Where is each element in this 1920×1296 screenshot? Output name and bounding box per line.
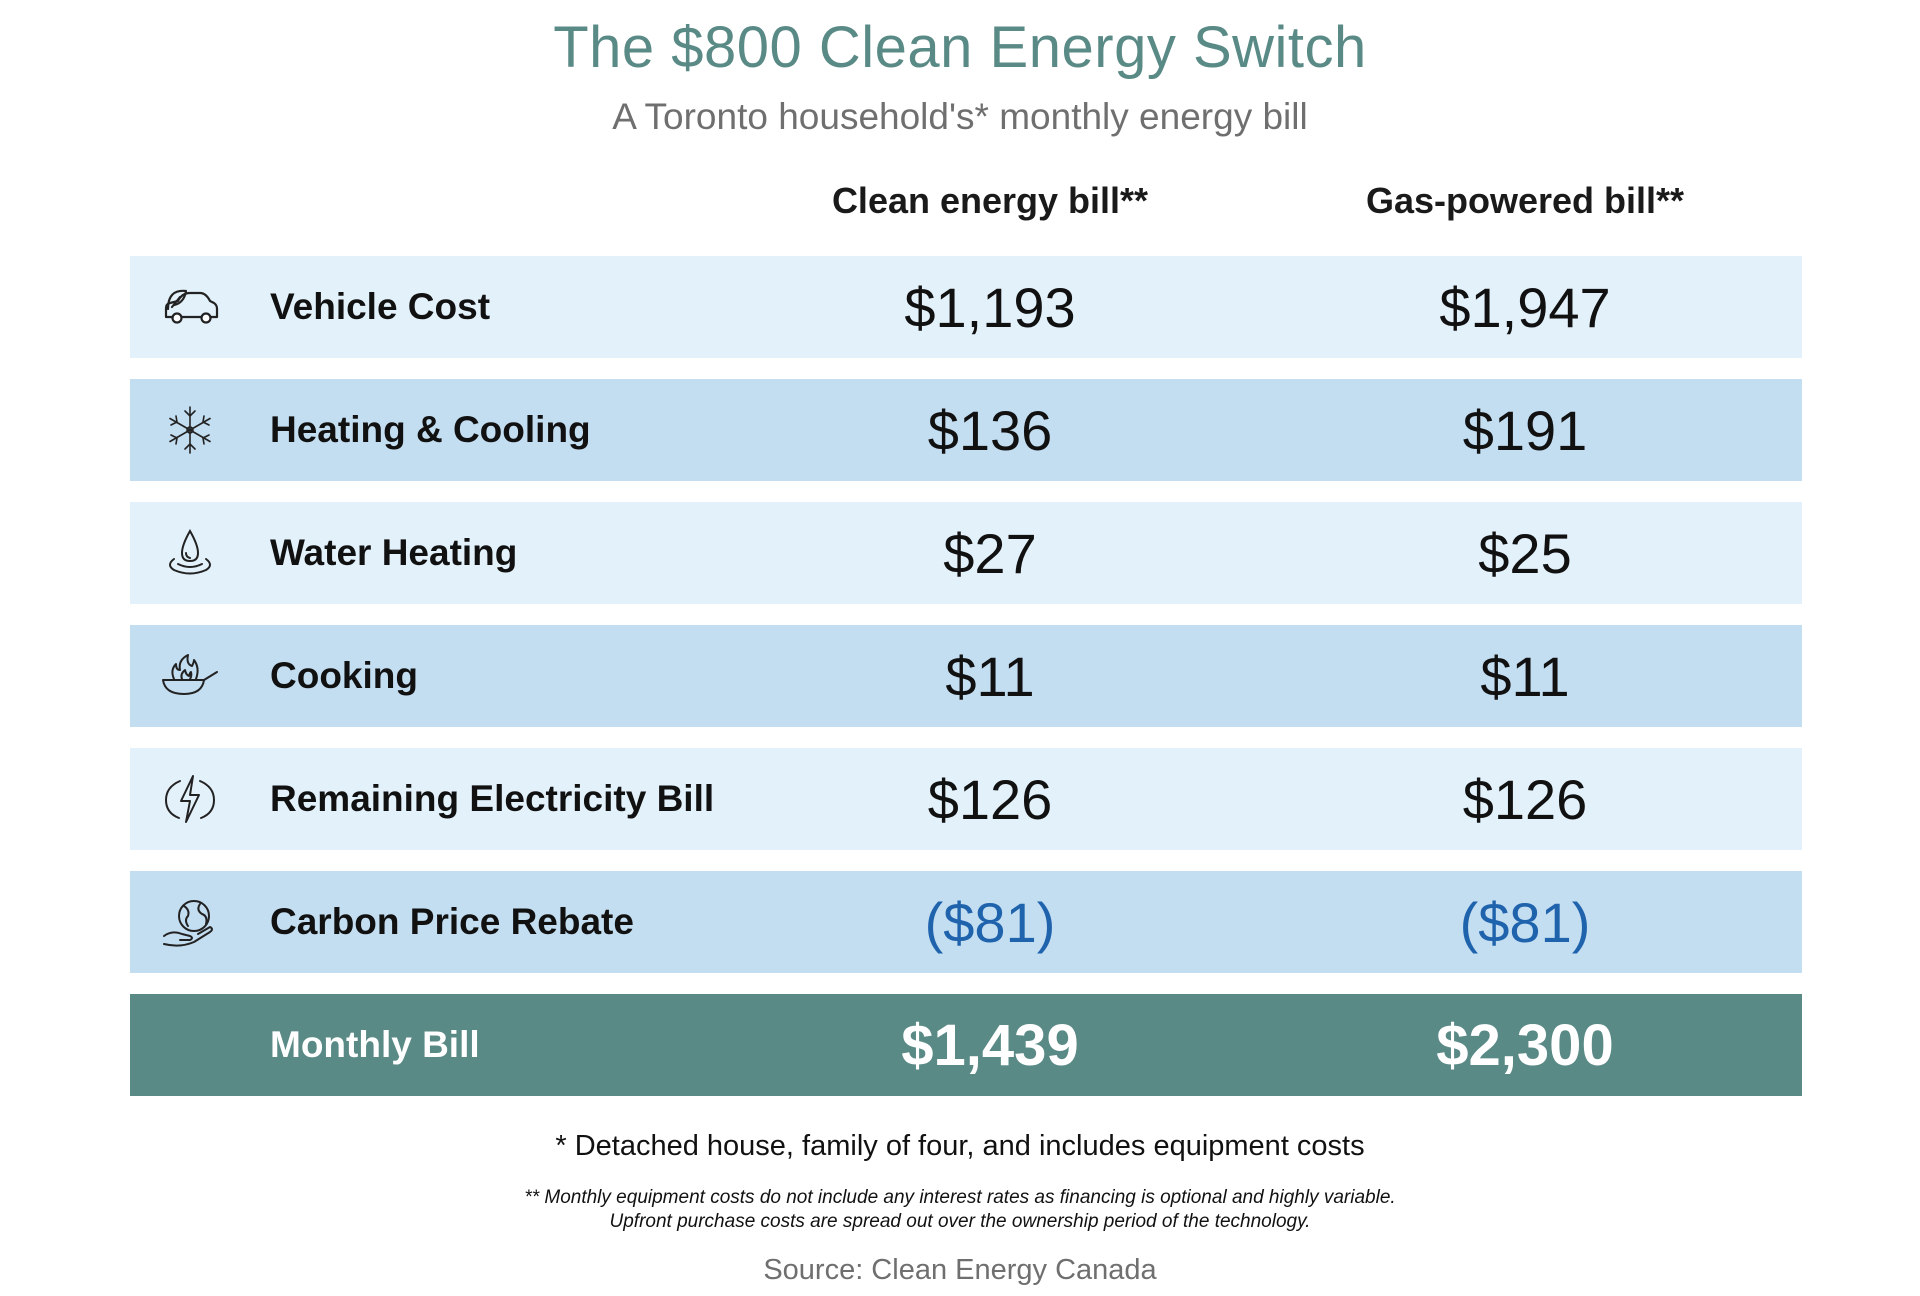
row-label: Vehicle Cost xyxy=(270,286,491,327)
total-clean-value: $1,439 xyxy=(901,1013,1079,1078)
table-row-water: Water Heating $27 $25 xyxy=(130,502,1802,604)
gas-value: $191 xyxy=(1462,399,1588,462)
clean-value: $1,193 xyxy=(904,276,1076,339)
table-row-electricity: Remaining Electricity Bill $126 $126 xyxy=(130,748,1802,850)
total-gas-value: $2,300 xyxy=(1436,1013,1614,1078)
table-row-heating: Heating & Cooling $136 $191 xyxy=(130,379,1802,481)
chart-title: The $800 Clean Energy Switch xyxy=(553,15,1367,80)
snowflake-icon xyxy=(160,404,220,456)
column-header-gas: Gas-powered bill** xyxy=(1365,180,1685,221)
bill-table: Vehicle Cost $1,193 $1,947 He xyxy=(130,256,1802,1096)
gas-value: $1,947 xyxy=(1439,276,1611,339)
footnote-household: * Detached house, family of four, and in… xyxy=(555,1130,1365,1162)
row-label: Water Heating xyxy=(270,532,518,573)
column-header-clean: Clean energy bill** xyxy=(831,180,1149,221)
row-label: Cooking xyxy=(270,655,418,696)
clean-value: $126 xyxy=(927,768,1053,831)
chart-subtitle: A Toronto household's* monthly energy bi… xyxy=(612,96,1308,137)
gas-value: $11 xyxy=(1480,645,1570,708)
table-row-total: Monthly Bill $1,439 $2,300 xyxy=(130,994,1802,1096)
table-row-cooking: Cooking $11 $11 xyxy=(130,625,1802,727)
clean-value: $27 xyxy=(943,522,1037,585)
row-label: Carbon Price Rebate xyxy=(270,901,634,942)
clean-value: $11 xyxy=(945,645,1035,708)
row-label: Heating & Cooling xyxy=(270,409,591,450)
total-label: Monthly Bill xyxy=(270,1024,480,1065)
car-icon xyxy=(160,281,220,333)
footnote-equipment-line2: Upfront purchase costs are spread out ov… xyxy=(609,1211,1311,1232)
clean-value: $136 xyxy=(927,399,1053,462)
table-row-rebate: Carbon Price Rebate ($81) ($81) xyxy=(130,871,1802,973)
lightning-icon xyxy=(160,773,220,825)
footnote-equipment: ** Monthly equipment costs do not includ… xyxy=(0,1186,1920,1234)
source-credit: Source: Clean Energy Canada xyxy=(763,1254,1157,1286)
table-row-vehicle: Vehicle Cost $1,193 $1,947 xyxy=(130,256,1802,358)
gas-value: $25 xyxy=(1478,522,1572,585)
globe-hand-icon xyxy=(160,896,220,948)
water-drop-icon xyxy=(160,527,220,579)
row-label: Remaining Electricity Bill xyxy=(270,778,715,819)
gas-value: $126 xyxy=(1462,768,1588,831)
gas-value: ($81) xyxy=(1459,891,1591,954)
frying-pan-flame-icon xyxy=(160,650,220,702)
footnote-equipment-line1: ** Monthly equipment costs do not includ… xyxy=(524,1187,1396,1208)
clean-value: ($81) xyxy=(924,891,1056,954)
